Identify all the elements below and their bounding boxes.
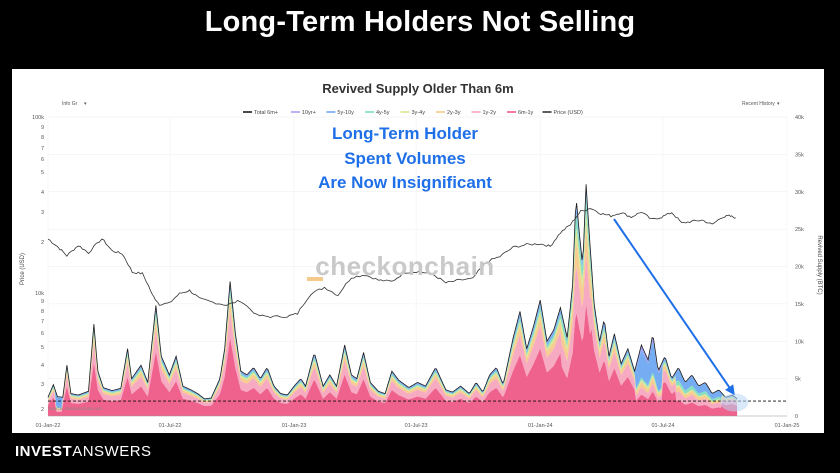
y-left-axis-label: Price (USD) (20, 253, 26, 285)
legend-entry[interactable]: 5y-10y (326, 110, 354, 116)
y-left-tick-label: 5 (41, 170, 44, 176)
y-left-tick-label: 4 (41, 190, 44, 196)
legend-label: 10yr+ (302, 110, 316, 116)
page-headline: Long-Term Holders Not Selling (0, 6, 840, 39)
legend-entry[interactable]: 2y-3y (436, 110, 461, 116)
x-tick-label: 01-Jul-24 (651, 423, 674, 429)
watermark: checkonchain (315, 251, 494, 281)
chevron-down-icon: ▾ (777, 101, 780, 107)
right-select-value: Recent History (742, 101, 775, 107)
legend-label: 5y-10y (337, 110, 354, 116)
legend-label: Total 6m+ (254, 110, 278, 116)
y-left-tick-label: 3 (41, 210, 44, 216)
y-right-tick-label: 0 (795, 414, 798, 420)
annotation-line: Are Now Insignificant (318, 173, 492, 192)
right-select[interactable]: Recent History ▾ (742, 101, 780, 107)
legend-label: 6m-1y (518, 110, 534, 116)
chevron-down-icon: ▾ (84, 101, 87, 107)
legend-entry[interactable]: 1y-2y (472, 110, 497, 116)
left-select[interactable]: Info Gr ▾ (62, 101, 87, 107)
brand-invest: INVEST (15, 443, 72, 460)
chart-legend: Total 6m+ 10yr+ 5y-10y 4y-5y 3y-4y 2y-3y 1y-2y… (243, 110, 583, 116)
y-left-tick-label: 7 (41, 319, 44, 325)
legend-label: 4y-5y (376, 110, 390, 116)
y-left-tick-label: 6 (41, 157, 44, 163)
x-tick-label: 01-Jan-22 (36, 423, 61, 429)
annotation-line: Spent Volumes (344, 149, 466, 168)
y-right-tick-label: 15k (795, 302, 804, 308)
y-right-tick-label: 35k (795, 152, 804, 158)
y-left-tick-label: 4 (41, 363, 44, 369)
legend-entry[interactable]: 4y-5y (365, 110, 390, 116)
y-left-tick-label: 100k (32, 115, 44, 121)
legend-label: 2y-3y (447, 110, 461, 116)
y-left-tick-label: 6 (41, 331, 44, 337)
x-tick-label: 01-Jan-25 (775, 423, 800, 429)
y-left-tick-label: 2 (41, 240, 44, 246)
left-select-value: Info Gr (62, 101, 78, 107)
y-left-tick-label: 8 (41, 309, 44, 315)
y-left-tick-label: 2 (41, 407, 44, 413)
y-left-tick-label: 3 (41, 382, 44, 388)
x-tick-label: 01-Jul-23 (405, 423, 428, 429)
y-right-tick-label: 25k (795, 227, 804, 233)
legend-label: 3y-4y (412, 110, 426, 116)
chart-title: Revived Supply Older Than 6m (322, 81, 513, 96)
x-tick-label: 01-Jan-23 (282, 423, 307, 429)
y-left-tick-label: 9 (41, 299, 44, 305)
annotation-line: Long-Term Holder (332, 124, 478, 143)
source-note: Source: checkonchain.com (48, 406, 102, 411)
y-right-tick-label: 20k (795, 265, 804, 271)
legend-label: Price (USD) (554, 110, 584, 116)
y-left-tick-label: 7 (41, 146, 44, 152)
chart-panel: Revived Supply Older Than 6m Info Gr ▾ R… (12, 69, 824, 433)
watermark-accent (307, 277, 323, 281)
legend-entry[interactable]: 6m-1y (507, 110, 534, 116)
legend-entry[interactable]: 3y-4y (401, 110, 426, 116)
legend-label: 1y-2y (483, 110, 497, 116)
y-right-tick-label: 40k (795, 115, 804, 121)
x-tick-label: 01-Jan-24 (528, 423, 553, 429)
y-right-tick-label: 5k (795, 377, 801, 383)
legend-entry[interactable]: Total 6m+ (243, 110, 278, 116)
chart-svg: Revived Supply Older Than 6m Info Gr ▾ R… (12, 69, 824, 433)
highlight-ellipse (720, 394, 748, 412)
y-left-tick-label: 8 (41, 135, 44, 141)
y-right-axis-label: Revived Supply (BTC) (816, 235, 822, 294)
y-left-tick-label: 5 (41, 345, 44, 351)
y-left-tick-label: 10k (35, 291, 44, 297)
y-right-tick-label: 10k (795, 339, 804, 345)
supply-areas (48, 184, 787, 416)
brand-logo: INVESTANSWERS (15, 443, 152, 460)
y-right-tick-label: 30k (795, 190, 804, 196)
x-tick-label: 01-Jul-22 (159, 423, 182, 429)
brand-answers: ANSWERS (72, 443, 151, 460)
legend-entry[interactable]: 10yr+ (291, 110, 316, 116)
legend-entry[interactable]: Price (USD) (543, 110, 584, 116)
y-left-tick-label: 9 (41, 125, 44, 131)
